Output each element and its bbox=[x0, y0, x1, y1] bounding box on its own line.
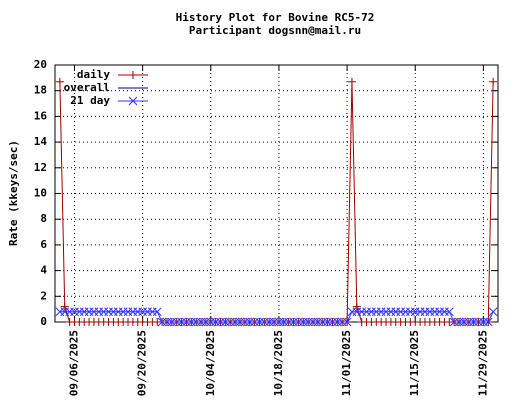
marker bbox=[483, 317, 493, 327]
marker bbox=[342, 317, 352, 327]
legend-label: daily bbox=[77, 68, 110, 81]
x-tick-label: 11/15/2025 bbox=[408, 330, 421, 396]
marker bbox=[60, 302, 69, 311]
x-tick-label: 09/06/2025 bbox=[67, 330, 80, 396]
marker bbox=[444, 307, 454, 317]
y-tick-label: 10 bbox=[34, 187, 47, 200]
y-tick-label: 6 bbox=[40, 238, 47, 251]
x-tick-label: 10/18/2025 bbox=[272, 330, 285, 396]
x-tick-label: 10/04/2025 bbox=[204, 330, 217, 396]
legend-label: 21 day bbox=[70, 94, 110, 107]
y-tick-label: 12 bbox=[34, 161, 47, 174]
x-tick-label: 11/01/2025 bbox=[340, 330, 353, 396]
marker bbox=[152, 307, 162, 317]
chart-subtitle: Participant dogsnn@mail.ru bbox=[189, 24, 361, 37]
marker bbox=[347, 77, 356, 86]
chart-title: History Plot for Bovine RC5-72 bbox=[176, 11, 375, 24]
marker bbox=[129, 71, 137, 79]
y-tick-label: 2 bbox=[40, 289, 47, 302]
y-tick-label: 18 bbox=[34, 84, 47, 97]
y-tick-label: 14 bbox=[34, 135, 48, 148]
y-tick-label: 16 bbox=[34, 109, 48, 122]
marker bbox=[488, 307, 498, 317]
y-tick-label: 20 bbox=[34, 58, 47, 71]
legend-label: overall bbox=[64, 81, 110, 94]
marker bbox=[489, 77, 498, 86]
y-tick-label: 8 bbox=[40, 212, 47, 225]
x-tick-label: 11/29/2025 bbox=[476, 330, 489, 396]
marker bbox=[128, 96, 138, 106]
marker bbox=[352, 302, 361, 311]
y-tick-label: 0 bbox=[40, 315, 47, 328]
y-axis-label: Rate (kkeys/sec) bbox=[7, 140, 20, 246]
marker bbox=[55, 77, 64, 86]
y-tick-label: 4 bbox=[40, 264, 47, 277]
x-tick-label: 09/20/2025 bbox=[136, 330, 149, 396]
series-line bbox=[59, 311, 494, 323]
